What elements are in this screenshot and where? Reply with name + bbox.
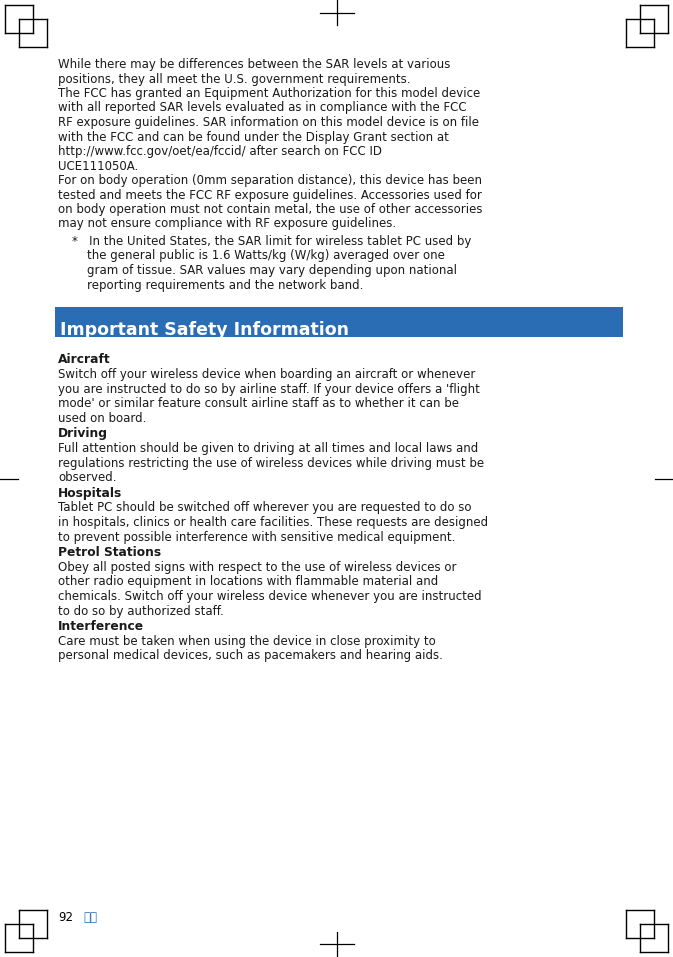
Text: mode' or similar feature consult airline staff as to whether it can be: mode' or similar feature consult airline… <box>58 397 459 410</box>
Text: observed.: observed. <box>58 471 116 484</box>
Text: on body operation must not contain metal, the use of other accessories: on body operation must not contain metal… <box>58 203 483 216</box>
Text: RF exposure guidelines. SAR information on this model device is on file: RF exposure guidelines. SAR information … <box>58 116 479 129</box>
Text: Tablet PC should be switched off wherever you are requested to do so: Tablet PC should be switched off whereve… <box>58 501 472 515</box>
Text: For on body operation (0mm separation distance), this device has been: For on body operation (0mm separation di… <box>58 174 482 187</box>
Text: Aircraft: Aircraft <box>58 353 110 366</box>
Text: tested and meets the FCC RF exposure guidelines. Accessories used for: tested and meets the FCC RF exposure gui… <box>58 189 482 202</box>
Text: other radio equipment in locations with flammable material and: other radio equipment in locations with … <box>58 575 438 589</box>
Text: Petrol Stations: Petrol Stations <box>58 546 161 559</box>
Text: 付録: 付録 <box>83 911 97 924</box>
Text: 92: 92 <box>58 911 73 924</box>
Text: may not ensure compliance with RF exposure guidelines.: may not ensure compliance with RF exposu… <box>58 217 396 231</box>
Text: UCE111050A.: UCE111050A. <box>58 160 138 172</box>
Text: to prevent possible interference with sensitive medical equipment.: to prevent possible interference with se… <box>58 530 456 544</box>
Text: *   In the United States, the SAR limit for wireless tablet PC used by: * In the United States, the SAR limit fo… <box>72 235 471 248</box>
Text: Full attention should be given to driving at all times and local laws and: Full attention should be given to drivin… <box>58 442 479 455</box>
Text: personal medical devices, such as pacemakers and hearing aids.: personal medical devices, such as pacema… <box>58 650 443 662</box>
Text: used on board.: used on board. <box>58 412 146 425</box>
Bar <box>55 307 623 337</box>
Text: Hospitals: Hospitals <box>58 486 122 500</box>
Text: The FCC has granted an Equipment Authorization for this model device: The FCC has granted an Equipment Authori… <box>58 87 481 100</box>
Text: Care must be taken when using the device in close proximity to: Care must be taken when using the device… <box>58 635 435 648</box>
Text: in hospitals, clinics or health care facilities. These requests are designed: in hospitals, clinics or health care fac… <box>58 516 488 529</box>
Text: chemicals. Switch off your wireless device whenever you are instructed: chemicals. Switch off your wireless devi… <box>58 590 482 603</box>
Text: with all reported SAR levels evaluated as in compliance with the FCC: with all reported SAR levels evaluated a… <box>58 101 466 115</box>
Text: reporting requirements and the network band.: reporting requirements and the network b… <box>72 278 363 292</box>
Text: Switch off your wireless device when boarding an aircraft or whenever: Switch off your wireless device when boa… <box>58 368 475 381</box>
Text: Obey all posted signs with respect to the use of wireless devices or: Obey all posted signs with respect to th… <box>58 561 456 574</box>
Text: the general public is 1.6 Watts/kg (W/kg) averaged over one: the general public is 1.6 Watts/kg (W/kg… <box>72 250 445 262</box>
Text: to do so by authorized staff.: to do so by authorized staff. <box>58 605 223 617</box>
Text: with the FCC and can be found under the Display Grant section at: with the FCC and can be found under the … <box>58 130 449 144</box>
Text: gram of tissue. SAR values may vary depending upon national: gram of tissue. SAR values may vary depe… <box>72 264 457 277</box>
Text: positions, they all meet the U.S. government requirements.: positions, they all meet the U.S. govern… <box>58 73 411 85</box>
Text: http://www.fcc.gov/oet/ea/fccid/ after search on FCC ID: http://www.fcc.gov/oet/ea/fccid/ after s… <box>58 145 382 158</box>
Text: Interference: Interference <box>58 620 144 633</box>
Text: regulations restricting the use of wireless devices while driving must be: regulations restricting the use of wirel… <box>58 456 484 470</box>
Text: Important Safety Information: Important Safety Information <box>60 321 349 339</box>
Text: Driving: Driving <box>58 427 108 440</box>
Text: While there may be differences between the SAR levels at various: While there may be differences between t… <box>58 58 450 71</box>
Text: you are instructed to do so by airline staff. If your device offers a 'flight: you are instructed to do so by airline s… <box>58 383 480 395</box>
